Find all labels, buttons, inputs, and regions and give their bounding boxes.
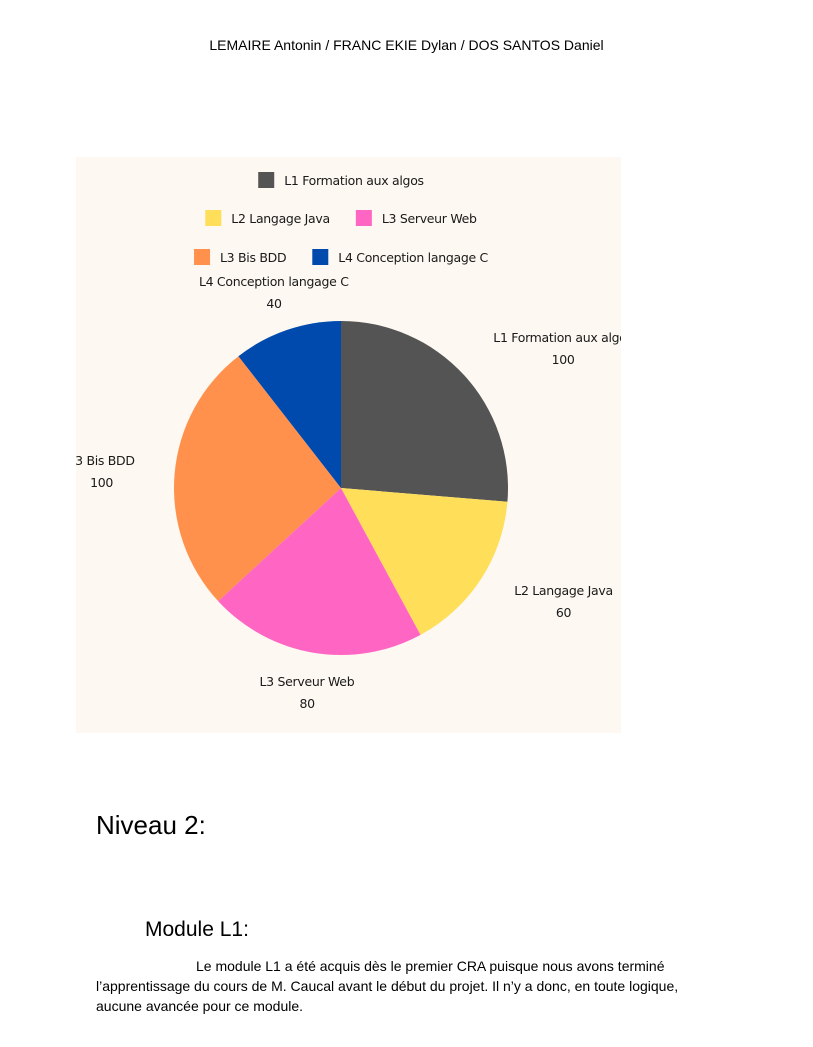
legend-swatch xyxy=(258,172,275,188)
pie-slices xyxy=(173,321,508,655)
legend-item-l3-serveur-web: L3 Serveur Web xyxy=(355,210,477,226)
pie-slice-l3-serveur-web xyxy=(218,488,421,655)
legend-swatch xyxy=(205,210,222,226)
data-label-category: L3 Serveur Web xyxy=(260,674,355,689)
data-label-l4-conception-langage-c: L4 Conception langage C 40 xyxy=(199,274,350,311)
legend-swatch xyxy=(355,210,372,226)
pie-slice-l2-langage-java xyxy=(341,488,508,635)
legend-item-l2-langage-java: L2 Langage Java xyxy=(205,210,330,226)
data-label-value: 100 xyxy=(90,475,113,490)
data-label-l3-bis-bdd: L3 Bis BDD 100 xyxy=(76,453,135,490)
data-label-value: 80 xyxy=(299,696,315,711)
legend-swatch xyxy=(312,249,329,265)
data-label-category: L1 Formation aux algos xyxy=(493,330,621,345)
legend-item-l1-formation-aux-algos: L1 Formation aux algos xyxy=(258,172,424,188)
module-heading: Module L1: xyxy=(145,918,249,941)
data-label-value: 60 xyxy=(556,605,572,620)
legend-item-l3-bis-bdd: L3 Bis BDD xyxy=(194,249,287,265)
data-label-l3-serveur-web: L3 Serveur Web 80 xyxy=(260,674,355,711)
legend-label: L4 Conception langage C xyxy=(338,250,488,265)
pie-chart: L1 Formation aux algos L2 Langage Java L3 … xyxy=(76,172,621,711)
data-label-category: L2 Langage Java xyxy=(514,583,613,598)
legend-swatch xyxy=(194,249,211,265)
legend-label: L3 Bis BDD xyxy=(220,250,286,265)
data-label-value: 100 xyxy=(552,352,575,367)
data-label-l1-formation-aux-algos: L1 Formation aux algos 100 xyxy=(493,330,621,367)
module-paragraph-text: Le module L1 a été acquis dès le premier… xyxy=(96,958,679,1014)
data-label-l2-langage-java: L2 Langage Java 60 xyxy=(514,583,613,620)
pie-chart-panel: L1 Formation aux algos L2 Langage Java L3 … xyxy=(76,157,621,733)
pie-slice-l4-conception-langage-c xyxy=(238,321,341,488)
chart-legend: L1 Formation aux algos L2 Langage Java L3 … xyxy=(194,172,489,265)
pie-slice-l1-formation-aux-algos xyxy=(341,321,508,502)
legend-label: L2 Langage Java xyxy=(231,211,330,226)
level-heading: Niveau 2: xyxy=(96,810,206,840)
pie-slice-l3-bis-bdd xyxy=(173,356,341,602)
legend-item-l4-conception-langage-c: L4 Conception langage C xyxy=(312,249,489,265)
document-header: LEMAIRE Antonin / FRANC EKIE Dylan / DOS… xyxy=(209,37,604,53)
module-paragraph: Le module L1 a été acquis dès le premier… xyxy=(96,956,716,1016)
legend-label: L1 Formation aux algos xyxy=(284,173,424,188)
data-label-value: 40 xyxy=(266,296,282,311)
pie-data-labels: L1 Formation aux algos 100 L2 Langage Java… xyxy=(76,274,621,711)
data-label-category: L4 Conception langage C xyxy=(199,274,349,289)
legend-label: L3 Serveur Web xyxy=(382,211,477,226)
data-label-category: L3 Bis BDD xyxy=(76,453,135,468)
